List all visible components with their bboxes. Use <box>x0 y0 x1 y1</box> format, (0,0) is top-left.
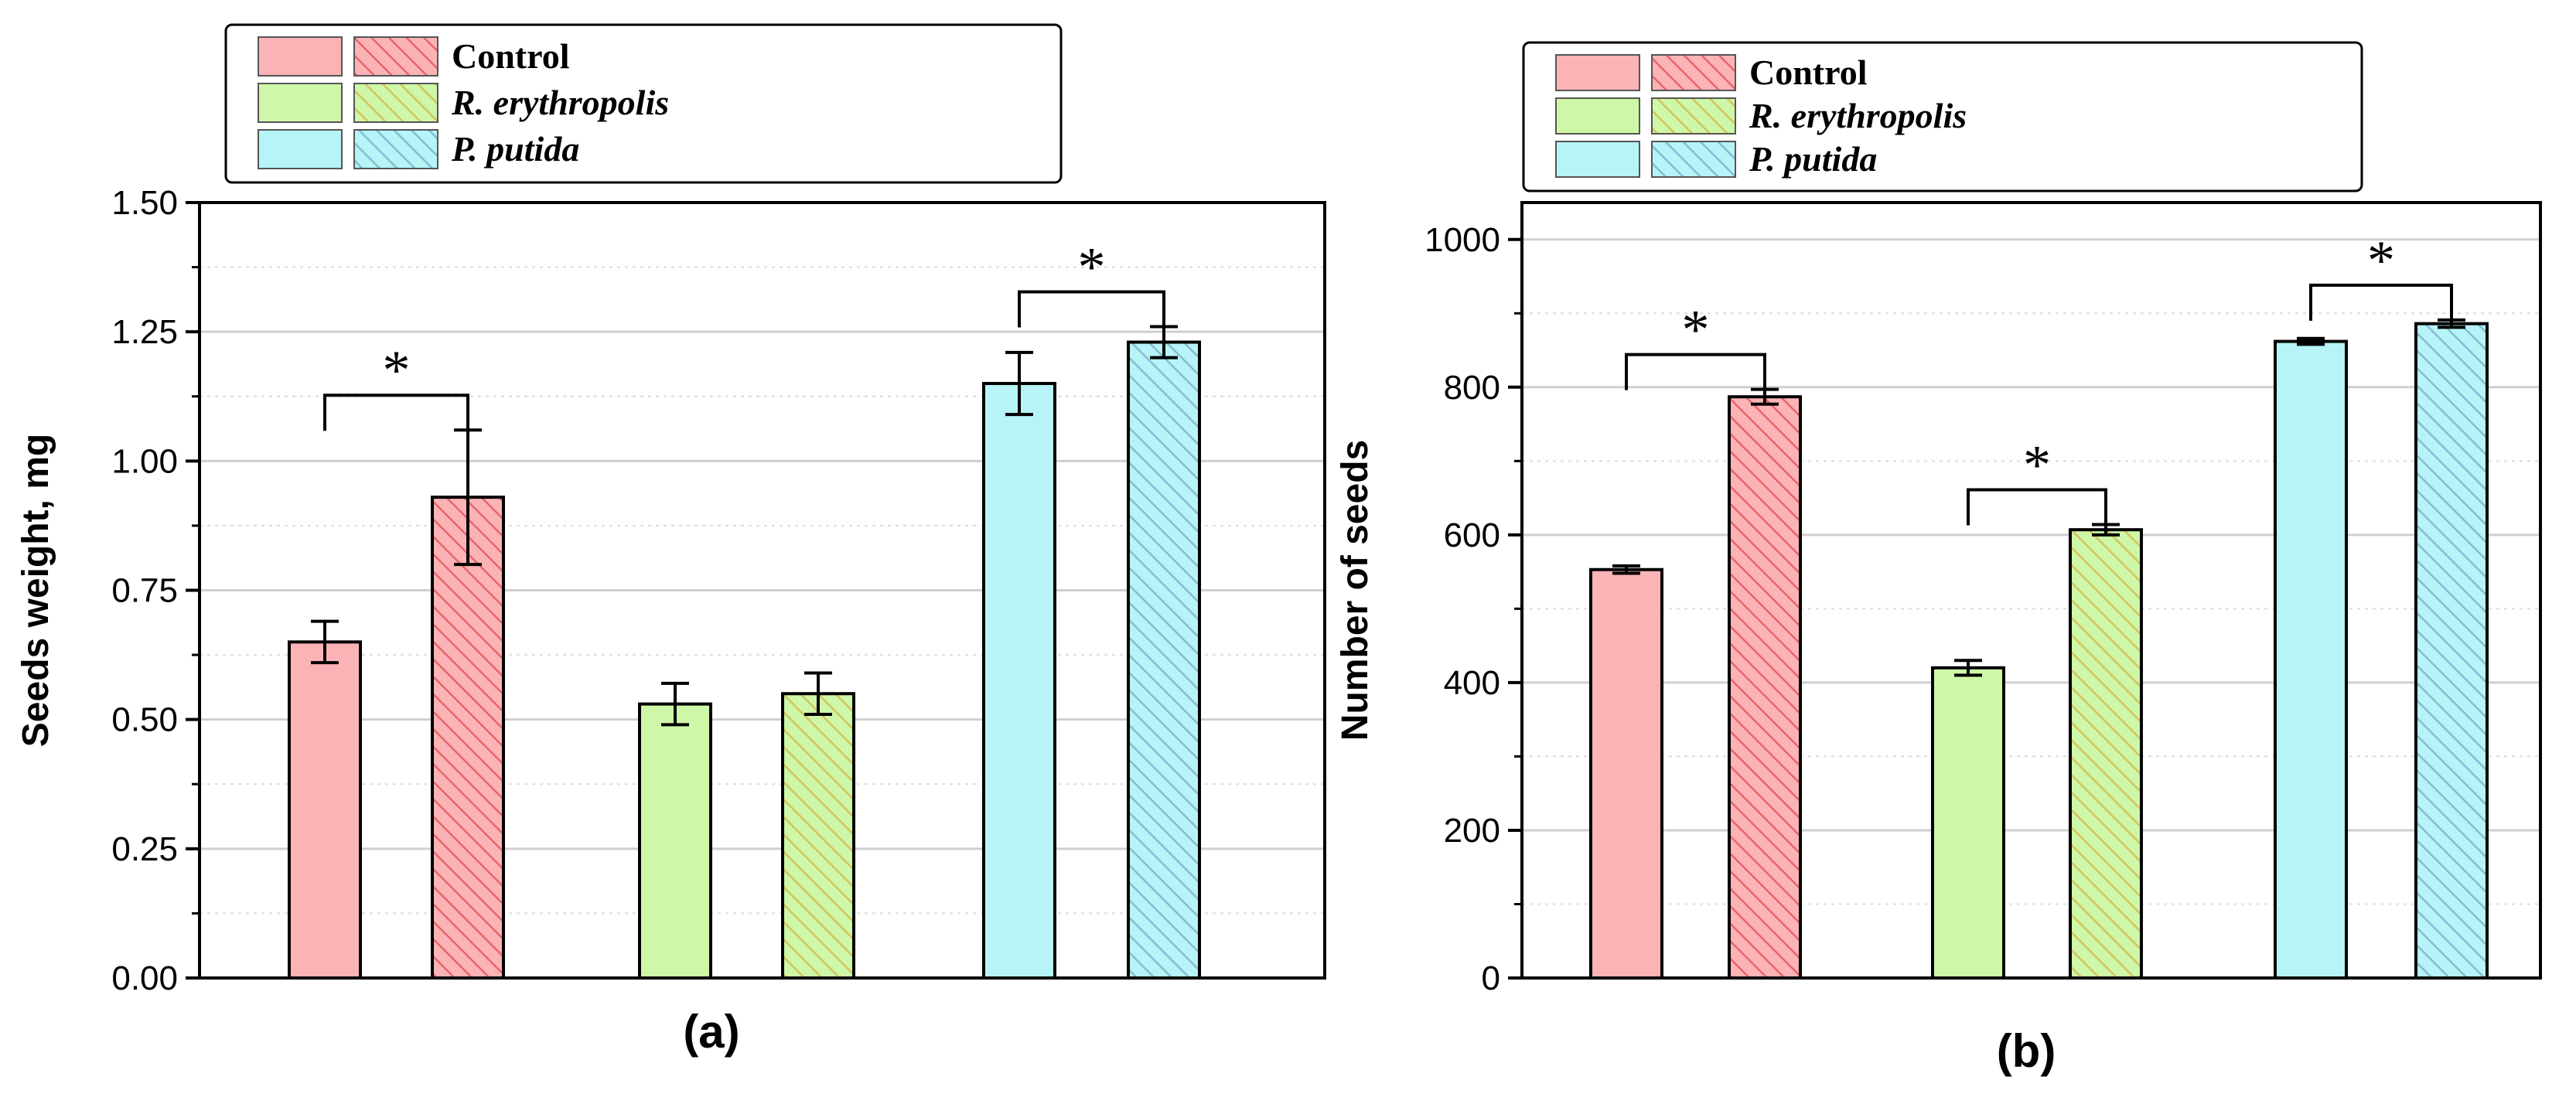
significance-star: * <box>1078 236 1106 298</box>
bar-r-erythropolis-solid <box>638 702 712 980</box>
legend-swatch-solid <box>1555 141 1640 178</box>
legend-swatch-hatched <box>353 36 438 77</box>
bar-control-hatched <box>1728 395 1802 980</box>
y-axis-title: Number of seeds <box>1335 440 1376 741</box>
significance-bracket: * <box>323 339 469 431</box>
significance-star: * <box>383 339 411 401</box>
bar-p-putida-hatched <box>2414 322 2489 980</box>
bar-p-putida-hatched <box>1127 340 1201 980</box>
y-tick-label: 1.50 <box>111 184 178 222</box>
legend-swatch-hatched <box>1651 97 1736 135</box>
legend-swatch-hatched <box>1651 54 1736 91</box>
y-axis-title: Seeds weight, mg <box>15 434 56 747</box>
legend-label: R. erythropolis <box>451 83 669 122</box>
significance-bracket: * <box>1967 434 2107 526</box>
error-bar <box>2297 336 2325 346</box>
panel-label: (b) <box>1997 1025 2056 1077</box>
y-tick-label: 1.25 <box>111 313 178 351</box>
panel-label: (a) <box>683 1006 739 1058</box>
y-tick-label: 0.00 <box>111 959 178 997</box>
error-bar <box>1612 564 1640 575</box>
legend: Control R. erythropolis P. putida <box>1522 41 2363 193</box>
error-bar <box>1005 350 1033 417</box>
bar-r-erythropolis-hatched <box>781 692 855 980</box>
error-bar <box>1954 659 1982 677</box>
bar-r-erythropolis-solid <box>1931 666 2005 980</box>
error-bar <box>661 681 689 727</box>
y-tick-label: 0.25 <box>111 830 178 868</box>
legend-label: P. putida <box>1749 139 1877 179</box>
legend-label: P. putida <box>451 129 579 169</box>
legend-swatch-hatched <box>353 129 438 169</box>
y-tick-label: 0 <box>1482 959 1500 997</box>
legend-label: R. erythropolis <box>1749 96 1967 135</box>
legend-swatch-solid <box>258 36 343 77</box>
legend-label: Control <box>452 36 570 76</box>
legend: Control R. erythropolis P. putida <box>224 23 1063 184</box>
bar-control-solid <box>288 640 362 980</box>
y-tick-label: 1000 <box>1424 221 1500 259</box>
legend-swatch-solid <box>258 83 343 123</box>
panel-a: 0.00 0.25 0.50 0.75 1.00 1.25 1.50 Seeds weight… <box>15 23 1326 1058</box>
legend-swatch-solid <box>1555 54 1640 91</box>
significance-star: * <box>2023 434 2051 496</box>
y-tick-label: 0.75 <box>111 572 178 610</box>
bar-p-putida-solid <box>982 382 1056 980</box>
bar-control-hatched <box>431 496 505 980</box>
legend-swatch-hatched <box>1651 141 1736 178</box>
y-tick-label: 600 <box>1444 516 1500 554</box>
plot-frame <box>1520 201 2542 980</box>
bar-p-putida-solid <box>2274 339 2348 980</box>
bar-control-solid <box>1589 567 1663 980</box>
y-tick-label: 200 <box>1444 812 1500 850</box>
significance-bracket: * <box>1625 299 1766 390</box>
y-tick-label: 400 <box>1444 664 1500 702</box>
significance-star: * <box>1682 299 1710 361</box>
significance-bracket: * <box>1018 236 1165 328</box>
legend-swatch-solid <box>1555 97 1640 135</box>
y-tick-label: 800 <box>1444 369 1500 407</box>
error-bar <box>311 619 339 665</box>
bar-r-erythropolis-hatched <box>2069 528 2143 980</box>
legend-swatch-solid <box>258 129 343 169</box>
legend-swatch-hatched <box>353 83 438 123</box>
y-tick-label: 0.50 <box>111 701 178 739</box>
y-tick-label: 1.00 <box>111 442 178 480</box>
significance-bracket: * <box>2309 230 2453 321</box>
legend-label: Control <box>1749 53 1868 92</box>
error-bar <box>804 671 832 716</box>
significance-star: * <box>2367 230 2395 291</box>
